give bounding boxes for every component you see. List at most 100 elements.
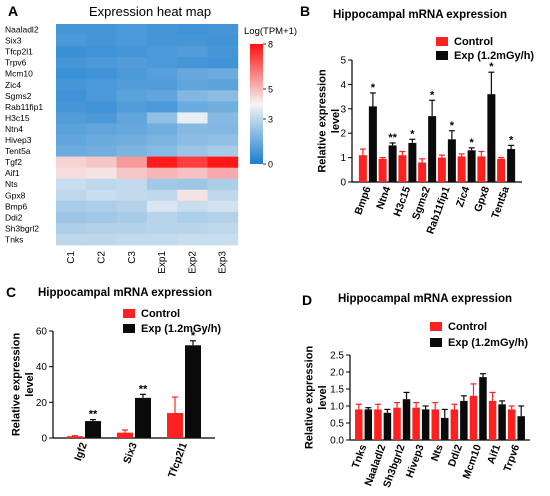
heatmap-row-label: Gpx8 bbox=[5, 190, 26, 200]
bar-exp bbox=[135, 397, 151, 438]
heatmap-cell bbox=[177, 200, 208, 213]
heatmap-row-label: Ddi2 bbox=[5, 212, 23, 222]
x-tick-label: Zic4 bbox=[454, 185, 473, 209]
heatmap-cell bbox=[177, 79, 208, 91]
bar-exp bbox=[368, 106, 377, 182]
heatmap-row-label: Naaladl2 bbox=[5, 25, 39, 35]
bar-control bbox=[393, 407, 401, 440]
heatmap-cell bbox=[86, 178, 117, 191]
heatmap-cell bbox=[146, 112, 178, 124]
heatmap-cell bbox=[207, 233, 239, 246]
heatmap-cell bbox=[207, 57, 239, 69]
bar-exp bbox=[383, 412, 392, 440]
y-axis-label: Relative expressionlevel bbox=[11, 333, 36, 437]
x-tick-label: Tfcp2l1 bbox=[166, 441, 190, 480]
heatmap-title: Expression heat map bbox=[89, 4, 211, 19]
heatmap-cell bbox=[116, 112, 148, 124]
bar-control bbox=[167, 413, 183, 438]
heatmap-cell bbox=[86, 145, 117, 157]
significance-marker: * bbox=[450, 120, 455, 132]
x-tick-label: Gpx8 bbox=[472, 185, 492, 214]
heatmap-cell bbox=[56, 24, 87, 36]
heatmap-cell bbox=[146, 35, 178, 47]
x-tick-label: Igf2 bbox=[72, 441, 90, 463]
bar-chart-d: Hippocampal mRNA expression Control Exp (… bbox=[304, 293, 530, 489]
heatmap-row-label: Ntn4 bbox=[5, 124, 23, 134]
legend-c: Control Exp (1.2mGy/h) bbox=[123, 308, 221, 335]
bar-control bbox=[488, 400, 497, 440]
chart-d-title: Hippocampal mRNA expression bbox=[338, 293, 512, 305]
heatmap-cell bbox=[56, 145, 87, 157]
heatmap-column-label: C2 bbox=[96, 251, 107, 264]
colorbar-tick-label: 3 bbox=[268, 115, 273, 125]
heatmap-cell bbox=[116, 189, 148, 202]
heatmap-cell bbox=[86, 112, 117, 124]
heatmap-cell bbox=[86, 134, 117, 146]
heatmap-cell bbox=[146, 134, 178, 146]
legend-d: Control Exp (1.2mGy/h) bbox=[430, 321, 528, 349]
colorbar bbox=[250, 44, 263, 164]
bar-control bbox=[469, 395, 478, 440]
y-tick-label: 1.0 bbox=[330, 402, 344, 413]
legend-swatch-exp bbox=[123, 324, 135, 333]
bar-exp bbox=[498, 404, 506, 440]
heatmap-row-label: Trpv6 bbox=[5, 58, 27, 68]
legend-label-exp: Exp (1.2mGy/h) bbox=[141, 323, 221, 335]
heatmap-cell bbox=[146, 57, 178, 69]
bar-control bbox=[437, 157, 446, 182]
bar-control bbox=[477, 156, 486, 182]
heatmap-cell bbox=[56, 101, 87, 113]
bar-control bbox=[431, 409, 439, 440]
x-tick-label: Aif1 bbox=[485, 443, 503, 466]
heatmap-row-label: Sgms2 bbox=[5, 91, 32, 101]
heatmap-cell bbox=[56, 79, 87, 91]
legend-swatch-control bbox=[436, 37, 448, 46]
heatmap-row-label: Hivep3 bbox=[5, 135, 32, 145]
heatmap-cell bbox=[177, 112, 208, 124]
heatmap-cell bbox=[86, 222, 117, 235]
bar-exp bbox=[185, 345, 201, 438]
legend-swatch-exp bbox=[430, 338, 442, 347]
heatmap-cell bbox=[177, 101, 208, 113]
y-tick-label: 40 bbox=[36, 362, 48, 373]
heatmap-cell bbox=[116, 68, 148, 80]
heatmap-cell bbox=[177, 233, 208, 246]
heatmap-cell bbox=[56, 233, 87, 246]
heatmap-cell bbox=[146, 145, 178, 157]
heatmap-cell bbox=[207, 145, 239, 157]
heatmap-cell bbox=[86, 68, 117, 80]
heatmap-row-label: Tent5a bbox=[5, 146, 31, 156]
heatmap-row-label: Mcm10 bbox=[5, 69, 33, 79]
heatmap-cell bbox=[146, 101, 178, 113]
heatmap-cell bbox=[56, 35, 87, 47]
bar-exp bbox=[507, 149, 516, 182]
heatmap-cell bbox=[86, 233, 117, 246]
bar-exp bbox=[447, 139, 456, 182]
heatmap-cell bbox=[86, 90, 117, 102]
y-tick-label: 1.5 bbox=[330, 385, 344, 396]
heatmap-cell bbox=[116, 57, 148, 69]
y-tick-label: 60 bbox=[36, 327, 48, 338]
bar-exp bbox=[408, 142, 417, 182]
bar-exp bbox=[388, 145, 397, 182]
heatmap-cell bbox=[56, 112, 87, 124]
colorbar-tick-label: 8 bbox=[268, 40, 273, 50]
x-tick-label: Tnks bbox=[350, 443, 370, 470]
heatmap-cell bbox=[56, 134, 87, 146]
heatmap-cell bbox=[116, 200, 148, 213]
bar-control bbox=[117, 432, 133, 438]
significance-marker: * bbox=[509, 134, 514, 146]
bar-exp bbox=[517, 416, 525, 440]
x-tick-label: Ddi2 bbox=[446, 443, 465, 469]
heatmap-column-labels: C1 C2 C3 Exp1 Exp2 Exp3 bbox=[66, 251, 228, 274]
heatmap-cell bbox=[116, 90, 148, 102]
heatmap-cell bbox=[146, 156, 178, 169]
y-tick-label: 4 bbox=[340, 80, 346, 91]
bar-exp bbox=[85, 421, 101, 438]
heatmap-cell bbox=[207, 46, 239, 58]
heatmap-cell bbox=[146, 178, 178, 191]
legend-label-control: Control bbox=[141, 308, 180, 320]
bar-exp bbox=[460, 400, 468, 440]
